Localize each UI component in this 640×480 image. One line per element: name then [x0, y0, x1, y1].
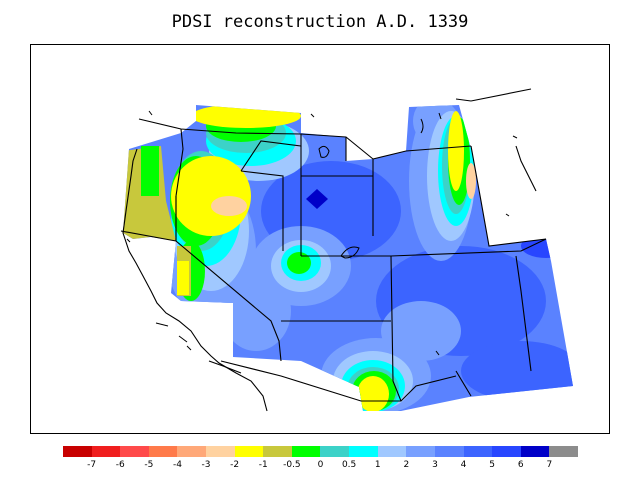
- legend-label: 2: [403, 460, 410, 470]
- legend-swatch: [206, 446, 235, 457]
- map-title: PDSI reconstruction A.D. 1339: [171, 12, 469, 32]
- pdsi-field: [123, 105, 573, 411]
- legend-swatch: [263, 446, 292, 457]
- map-frame: [30, 44, 610, 434]
- legend-swatch: [520, 446, 550, 457]
- legend-label: -4: [172, 460, 182, 470]
- legend-label: 1: [374, 460, 381, 470]
- legend-swatch: [63, 446, 92, 457]
- legend-swatch: [120, 446, 149, 457]
- legend-label: 4: [460, 460, 467, 470]
- legend-label: 6: [517, 460, 524, 470]
- legend-label: -2: [230, 460, 240, 470]
- color-legend: -7 -6 -5 -4 -3 -2 -1 -0.5 0 0.5 1 2 3 4 5 6 7: [63, 446, 578, 476]
- legend-label: -0.5: [283, 460, 301, 470]
- legend-swatch: [177, 446, 207, 457]
- legend-swatch: [406, 446, 435, 457]
- lakes: [126, 110, 518, 356]
- legend-swatch: [549, 446, 578, 457]
- legend-label: -6: [115, 460, 125, 470]
- legend-label: 3: [432, 460, 438, 470]
- legend-swatch: [492, 446, 521, 457]
- legend-swatch: [91, 446, 121, 457]
- legend-swatch: [434, 446, 464, 457]
- legend-label: 7: [546, 460, 553, 470]
- state-boundaries: [120, 88, 547, 402]
- legend-color-bar: [63, 446, 578, 457]
- legend-swatch: [148, 446, 178, 457]
- legend-label: 0: [317, 460, 324, 470]
- legend-swatch: [377, 446, 407, 457]
- legend-swatch: [349, 446, 378, 457]
- pdsi-map: [120, 88, 573, 412]
- legend-label: 0.5: [341, 460, 357, 470]
- legend-swatch: [291, 446, 321, 457]
- legend-swatch: [320, 446, 350, 457]
- legend-swatch: [463, 446, 493, 457]
- legend-labels: -7 -6 -5 -4 -3 -2 -1 -0.5 0 0.5 1 2 3 4 5 6 7: [63, 460, 578, 474]
- legend-swatch: [234, 446, 264, 457]
- legend-label: -5: [144, 460, 154, 470]
- legend-label: 5: [489, 460, 496, 470]
- coastline: [122, 148, 268, 412]
- legend-label: -1: [258, 460, 268, 470]
- legend-label: -7: [87, 460, 97, 470]
- legend-label: -3: [201, 460, 211, 470]
